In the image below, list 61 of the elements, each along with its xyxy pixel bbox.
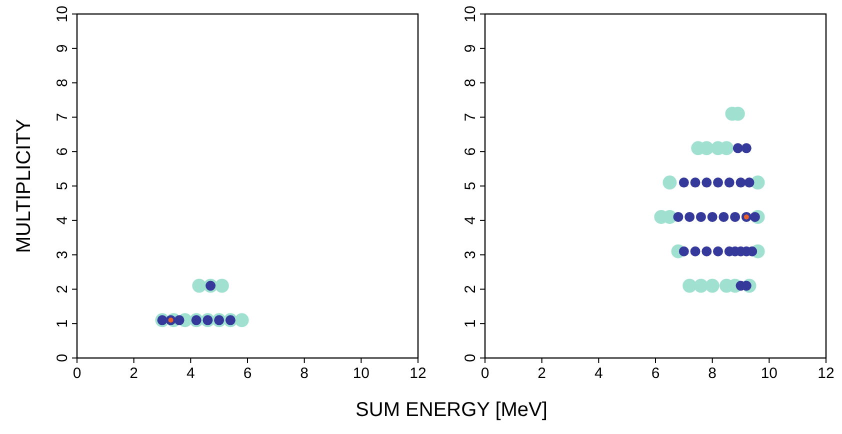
point [724, 178, 734, 188]
x-tick-label: 2 [130, 365, 138, 382]
x-tick-label: 12 [410, 365, 426, 382]
point [678, 246, 689, 256]
x-axis-title: SUM ENERGY [MeV] [356, 399, 548, 421]
x-tick-label: 8 [300, 365, 309, 382]
x-tick-label: 0 [72, 365, 82, 382]
y-tick-label: 5 [462, 182, 479, 190]
point [741, 143, 752, 154]
x-tick-label: 4 [594, 365, 603, 382]
y-tick-label: 4 [462, 216, 479, 225]
point [678, 178, 689, 188]
point [673, 212, 684, 222]
point [684, 212, 695, 222]
x-tick-label: 10 [760, 365, 778, 382]
y-tick-label: 0 [462, 354, 479, 362]
y-tick-label: 3 [462, 250, 479, 259]
y-tick-label: 6 [54, 147, 71, 156]
point [662, 176, 677, 190]
point [690, 246, 700, 256]
y-tick-label: 0 [54, 354, 71, 362]
point [744, 178, 754, 188]
y-tick-label: 3 [54, 250, 71, 259]
point [718, 212, 729, 222]
point [732, 143, 743, 154]
point [694, 278, 708, 293]
point [682, 278, 697, 293]
point [690, 178, 700, 188]
point [713, 246, 724, 256]
y-tick-label: 2 [54, 285, 71, 294]
x-tick-label: 4 [186, 365, 195, 382]
x-tick-label: 2 [538, 365, 546, 382]
x-tick-label: 10 [352, 365, 370, 382]
y-tick-label: 10 [54, 6, 71, 22]
y-tick-label: 8 [462, 78, 479, 87]
y-tick-label: 7 [462, 113, 479, 122]
x-tick-label: 6 [243, 365, 252, 382]
point [707, 212, 718, 222]
point [705, 278, 720, 293]
y-tick-label: 10 [462, 6, 479, 22]
point [713, 178, 724, 188]
y-tick-label: 6 [462, 147, 479, 156]
point [702, 178, 712, 188]
y-axis-title: MULTIPLICITY [13, 118, 35, 254]
y-tick-label: 9 [462, 44, 479, 53]
y-tick-label: 5 [54, 182, 71, 190]
point [696, 212, 706, 222]
point [702, 246, 712, 256]
point [730, 212, 740, 222]
y-tick-label: 2 [462, 285, 479, 294]
x-tick-label: 12 [818, 365, 834, 382]
y-tick-label: 1 [462, 319, 479, 328]
x-tick-label: 0 [480, 365, 490, 382]
y-tick-label: 1 [54, 319, 71, 328]
point [736, 178, 746, 188]
y-tick-label: 4 [54, 216, 71, 225]
y-tick-label: 9 [54, 44, 71, 53]
y-tick-label: 7 [54, 113, 71, 122]
x-tick-label: 8 [708, 365, 717, 382]
x-tick-label: 6 [651, 365, 660, 382]
y-tick-label: 8 [54, 78, 71, 87]
